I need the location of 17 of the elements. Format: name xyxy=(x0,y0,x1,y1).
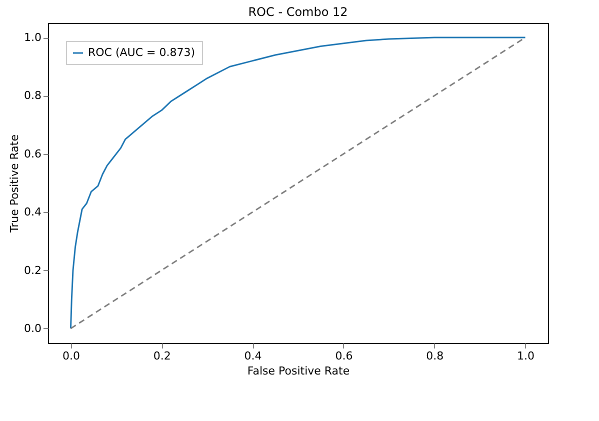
x-tick-label: 0.8 xyxy=(426,350,444,362)
x-tick-label: 0.2 xyxy=(153,350,171,362)
y-tick-label: 0.2 xyxy=(24,264,42,277)
x-tick-label: 1.0 xyxy=(517,350,535,362)
chart-title: ROC - Combo 12 xyxy=(248,5,348,19)
y-tick-label: 0.8 xyxy=(24,89,42,102)
line-series xyxy=(70,36,526,330)
y-tick-label: 0.0 xyxy=(24,322,42,335)
x-tick-label: 0.6 xyxy=(335,350,353,362)
y-tick-label: 0.6 xyxy=(24,147,42,160)
legend-label: ROC (AUC = 0.873) xyxy=(88,46,196,59)
y-tick-label: 1.0 xyxy=(24,31,42,44)
x-axis-title: False Positive Rate xyxy=(247,364,350,378)
y-axis-title: True Positive Rate xyxy=(8,134,22,234)
y-tick-label: 0.4 xyxy=(24,206,42,219)
x-tick-label: 0.0 xyxy=(62,350,80,362)
x-tick-label: 0.4 xyxy=(244,350,262,362)
